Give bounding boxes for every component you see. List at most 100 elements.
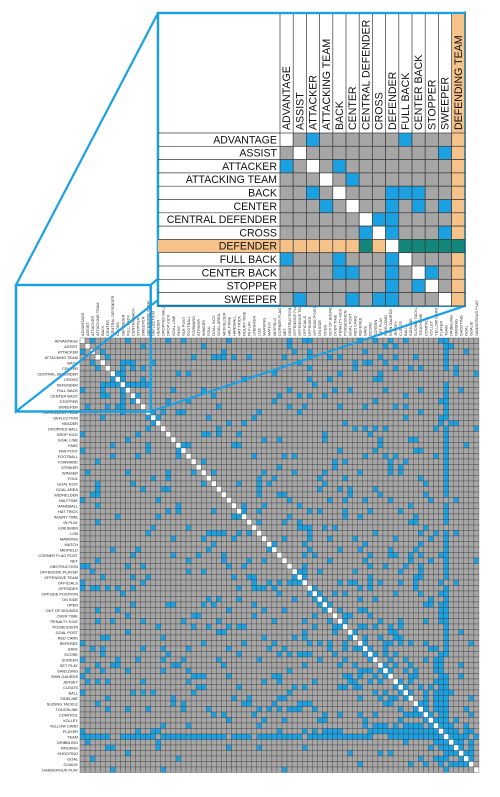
matrix-cell bbox=[226, 535, 232, 542]
matrix-cell bbox=[211, 365, 217, 372]
matrix-cell bbox=[463, 656, 470, 663]
matrix-cell bbox=[327, 354, 333, 361]
matrix-cell bbox=[327, 585, 333, 592]
matrix-cell bbox=[428, 475, 434, 482]
matrix-cell bbox=[317, 645, 323, 652]
matrix-cell bbox=[448, 590, 454, 597]
matrix-cell bbox=[94, 678, 101, 685]
matrix-cell bbox=[443, 486, 449, 493]
matrix-cell bbox=[302, 475, 308, 482]
matrix-cell bbox=[397, 409, 404, 416]
matrix-cell bbox=[291, 557, 298, 564]
matrix-cell bbox=[110, 552, 116, 559]
matrix-cell bbox=[150, 552, 156, 559]
matrix-cell bbox=[89, 381, 96, 388]
matrix-cell bbox=[302, 409, 308, 416]
matrix-cell bbox=[281, 607, 288, 614]
matrix-cell bbox=[190, 403, 197, 410]
matrix-cell bbox=[150, 568, 156, 575]
matrix-cell bbox=[291, 508, 298, 515]
matrix-cell bbox=[170, 612, 177, 619]
matrix-cell bbox=[195, 458, 202, 465]
matrix-cell bbox=[413, 480, 419, 487]
matrix-cell bbox=[120, 381, 126, 388]
matrix-cell bbox=[453, 420, 459, 427]
matrix-cell bbox=[251, 365, 257, 372]
matrix-cell bbox=[130, 524, 136, 531]
matrix-cell bbox=[180, 381, 187, 388]
matrix-cell bbox=[246, 508, 252, 515]
matrix-cell bbox=[397, 359, 404, 366]
matrix-cell bbox=[170, 678, 177, 685]
matrix-cell bbox=[216, 480, 222, 487]
matrix-cell bbox=[170, 535, 177, 542]
matrix-cell bbox=[201, 436, 207, 443]
matrix-cell bbox=[332, 359, 338, 366]
matrix-cell bbox=[160, 387, 167, 394]
matrix-cell bbox=[332, 398, 338, 405]
matrix-cell bbox=[110, 684, 116, 691]
matrix-cell bbox=[296, 486, 303, 493]
matrix-cell bbox=[473, 513, 480, 520]
matrix-cell bbox=[130, 436, 136, 443]
matrix-cell bbox=[418, 447, 424, 454]
matrix-cell bbox=[312, 662, 318, 669]
matrix-cell bbox=[216, 381, 222, 388]
matrix-cell bbox=[150, 546, 156, 553]
matrix-cell bbox=[261, 425, 268, 432]
matrix-cell bbox=[216, 535, 222, 542]
matrix-cell bbox=[397, 645, 404, 652]
matrix-cell bbox=[337, 629, 343, 636]
matrix-cell bbox=[120, 579, 126, 586]
matrix-cell bbox=[307, 678, 313, 685]
matrix-cell bbox=[428, 431, 434, 438]
matrix-cell bbox=[140, 673, 146, 680]
matrix-cell bbox=[125, 629, 131, 636]
matrix-cell bbox=[261, 596, 268, 603]
matrix-cell bbox=[453, 453, 459, 460]
matrix-cell bbox=[125, 337, 131, 344]
matrix-cell bbox=[160, 431, 167, 438]
matrix-cell bbox=[296, 530, 303, 537]
matrix-cell bbox=[175, 601, 182, 608]
matrix-cell bbox=[438, 634, 444, 641]
matrix-cell bbox=[190, 453, 197, 460]
matrix-cell bbox=[342, 574, 348, 581]
matrix-cell bbox=[281, 651, 288, 658]
matrix-cell bbox=[327, 673, 333, 680]
matrix-cell bbox=[382, 645, 389, 652]
matrix-cell bbox=[372, 563, 379, 570]
matrix-cell bbox=[317, 546, 323, 553]
matrix-cell bbox=[140, 403, 146, 410]
matrix-cell bbox=[145, 623, 151, 630]
matrix-cell bbox=[165, 557, 172, 564]
matrix-cell bbox=[347, 469, 353, 476]
matrix-cell bbox=[120, 673, 126, 680]
matrix-cell bbox=[296, 629, 303, 636]
matrix-cell bbox=[332, 678, 338, 685]
matrix-cell bbox=[125, 645, 131, 652]
matrix-cell bbox=[201, 535, 207, 542]
matrix-cell bbox=[408, 579, 414, 586]
matrix-cell bbox=[150, 524, 156, 531]
matrix-cell bbox=[190, 464, 197, 471]
matrix-cell bbox=[357, 359, 363, 366]
matrix-cell bbox=[115, 574, 121, 581]
matrix-cell bbox=[392, 618, 399, 625]
matrix-cell bbox=[165, 420, 172, 427]
matrix-cell bbox=[413, 370, 419, 377]
matrix-cell bbox=[382, 447, 389, 454]
matrix-cell bbox=[165, 425, 172, 432]
matrix-cell bbox=[105, 651, 111, 658]
matrix-cell bbox=[408, 513, 414, 520]
matrix-cell bbox=[342, 403, 348, 410]
matrix-cell bbox=[337, 513, 343, 520]
matrix-cell bbox=[115, 431, 121, 438]
matrix-cell bbox=[221, 629, 227, 636]
matrix-cell bbox=[307, 464, 313, 471]
matrix-cell bbox=[448, 469, 454, 476]
matrix-cell bbox=[307, 392, 313, 399]
matrix-cell bbox=[408, 678, 414, 685]
matrix-cell bbox=[94, 398, 101, 405]
matrix-cell bbox=[307, 387, 313, 394]
